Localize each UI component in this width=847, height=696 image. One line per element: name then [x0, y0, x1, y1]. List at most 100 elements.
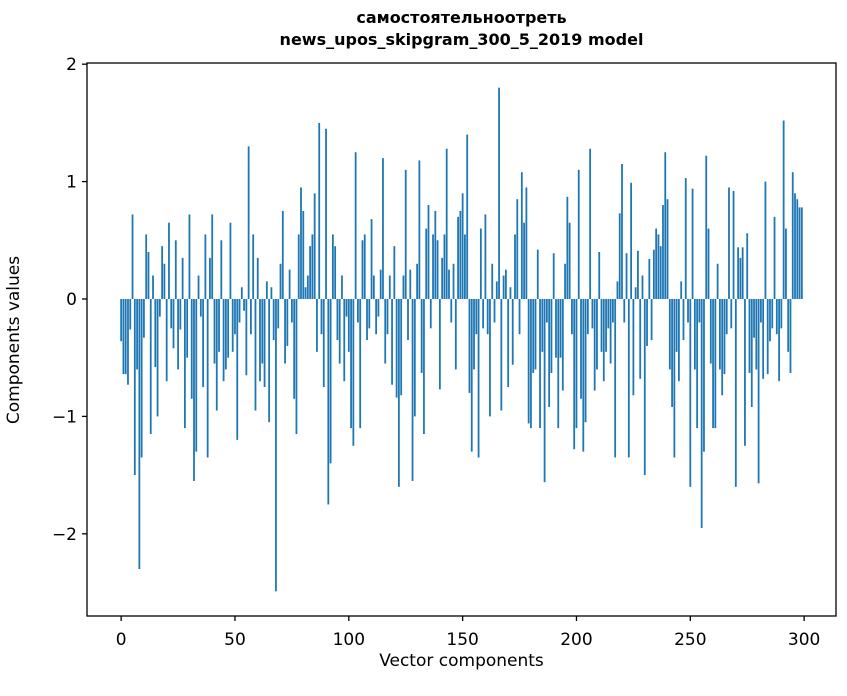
- bar: [382, 158, 384, 299]
- bar: [716, 263, 719, 299]
- bar: [263, 298, 266, 388]
- bar: [489, 298, 491, 417]
- bar: [741, 247, 744, 299]
- bar: [359, 298, 362, 429]
- bar: [755, 298, 758, 370]
- bar: [247, 146, 250, 299]
- bar: [566, 196, 569, 299]
- bar: [518, 298, 521, 335]
- bar: [470, 298, 473, 452]
- bar: [227, 298, 230, 358]
- bar: [523, 222, 526, 299]
- bar: [400, 298, 403, 396]
- bar: [766, 298, 769, 375]
- bar: [614, 298, 617, 458]
- bar: [500, 298, 503, 411]
- bar: [311, 234, 314, 299]
- bar: [502, 275, 505, 299]
- bar: [552, 253, 555, 299]
- bar: [491, 263, 494, 299]
- bar: [402, 275, 405, 299]
- bar: [261, 298, 264, 364]
- bar: [769, 298, 771, 342]
- bar: [548, 298, 551, 408]
- bar: [580, 298, 582, 399]
- bar: [486, 298, 489, 335]
- bar: [787, 298, 790, 352]
- bar: [618, 213, 621, 299]
- bar: [575, 298, 578, 429]
- bar: [775, 298, 778, 335]
- bar: [445, 148, 448, 299]
- bar: [220, 240, 223, 299]
- bar: [338, 298, 341, 364]
- bar: [584, 298, 587, 423]
- bar: [361, 240, 364, 299]
- bar: [397, 298, 400, 487]
- bar: [407, 298, 409, 341]
- bar: [464, 234, 466, 299]
- bar: [504, 269, 507, 299]
- bar: [158, 298, 161, 317]
- bar: [748, 298, 751, 373]
- bar: [693, 298, 696, 370]
- bar: [275, 298, 277, 592]
- bar: [386, 298, 389, 335]
- bar: [165, 298, 168, 382]
- bar: [637, 250, 639, 299]
- x-axis-label: Vector components: [379, 651, 544, 671]
- bar: [723, 298, 726, 375]
- bar: [124, 298, 127, 375]
- bar: [222, 298, 225, 382]
- bar: [525, 187, 528, 299]
- y-tick-label: 0: [66, 290, 77, 310]
- bar: [591, 298, 594, 329]
- x-tick-label: 300: [788, 630, 820, 650]
- bar: [457, 216, 459, 299]
- bar: [193, 298, 195, 481]
- x-tick-label: 150: [446, 630, 478, 650]
- bar: [370, 219, 373, 299]
- bar: [555, 298, 557, 358]
- bar: [798, 207, 801, 299]
- bar: [202, 298, 205, 388]
- bar: [448, 269, 450, 299]
- bar: [680, 281, 683, 299]
- bar: [133, 298, 136, 476]
- bar: [197, 275, 200, 299]
- bar: [152, 275, 154, 299]
- bar: [129, 298, 132, 330]
- bar: [218, 298, 220, 352]
- bar: [600, 298, 603, 352]
- bar: [782, 120, 785, 299]
- bar: [147, 252, 150, 299]
- bar: [664, 152, 667, 299]
- bar: [429, 298, 432, 329]
- bar: [343, 298, 346, 382]
- bar: [734, 298, 737, 487]
- bar: [411, 298, 414, 481]
- bar: [750, 298, 753, 408]
- bar: [634, 287, 637, 299]
- bar: [666, 199, 669, 299]
- bar: [250, 298, 252, 335]
- bar: [245, 298, 248, 376]
- bar: [744, 298, 746, 446]
- bar: [709, 298, 712, 364]
- bar: [725, 298, 728, 335]
- bar: [696, 298, 699, 429]
- bar: [668, 298, 671, 370]
- bar: [318, 122, 321, 299]
- bar: [320, 298, 323, 335]
- bar: [473, 298, 475, 370]
- bar: [545, 298, 548, 323]
- bar: [759, 298, 762, 323]
- bar: [309, 246, 312, 299]
- y-tick-label: −2: [52, 525, 77, 545]
- bar: [687, 298, 689, 323]
- bar: [468, 298, 471, 393]
- bar: [536, 249, 539, 299]
- bar: [520, 172, 523, 299]
- bar: [509, 287, 512, 299]
- chart-title-model: news_upos_skipgram_300_5_2019 model: [279, 30, 644, 49]
